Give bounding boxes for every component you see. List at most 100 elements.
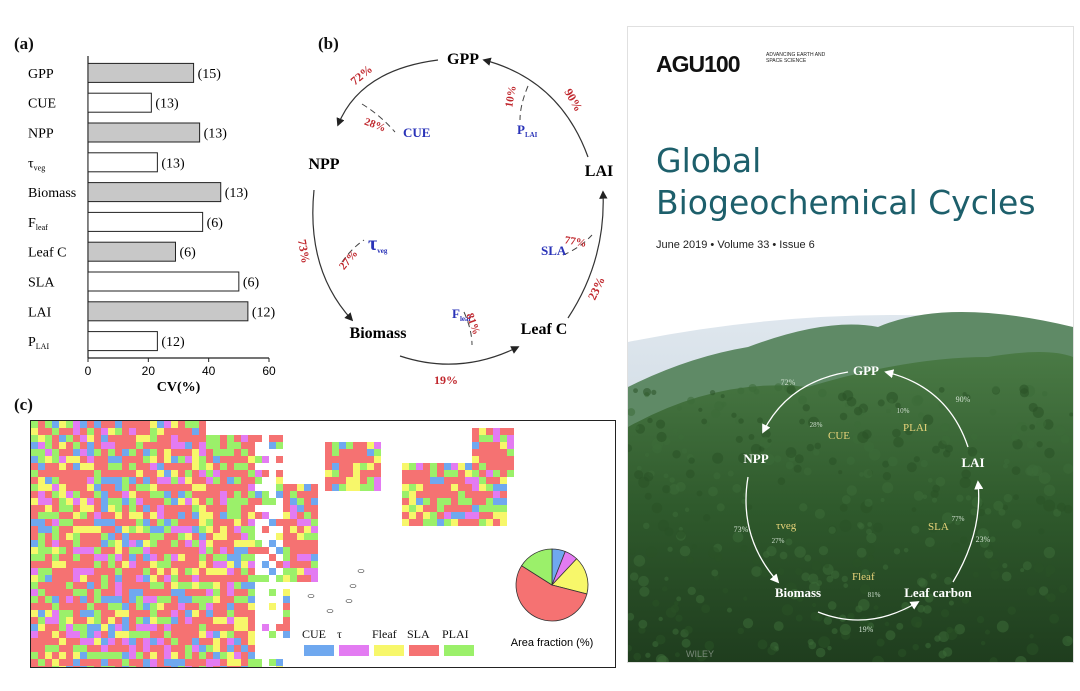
data-label-4: (13): [225, 186, 249, 201]
factor-3: SLA: [541, 243, 567, 258]
node-gpp: GPP: [447, 51, 479, 68]
cover-edge-3: [952, 480, 984, 583]
cover-edge-label-4: 90%: [956, 395, 971, 404]
legend-swatch-2: [374, 645, 404, 656]
map-grid: [31, 421, 514, 667]
factor-0: CUE: [403, 125, 430, 140]
cover-canopy-texture: [628, 381, 1073, 662]
factor-link-0: [361, 103, 396, 133]
bar-7: [87, 271, 240, 292]
category-label-4: Biomass: [28, 186, 76, 201]
category-label-1: CUE: [28, 97, 56, 112]
panel-label-a: (a): [14, 34, 34, 53]
bar-1: [87, 92, 152, 113]
panel-label-c: (c): [14, 395, 33, 414]
bar-4: [87, 182, 222, 203]
cover-edge-label-2: 19%: [859, 625, 874, 634]
bar-9: [87, 331, 158, 352]
cover-edge-1: [745, 476, 780, 584]
issue-info: June 2019 • Volume 33 • Issue 6: [656, 239, 815, 251]
category-label-9: PLAI: [28, 335, 49, 351]
cover-node-1: LAI: [961, 455, 984, 470]
cover-edge-2: [817, 601, 920, 621]
cover-factor-2: τveg: [776, 520, 797, 532]
cover-factor-label-0: 28%: [810, 421, 823, 429]
factor-link-3: [562, 234, 593, 256]
cover-factor-0: CUE: [828, 430, 850, 442]
factor-label-4: 81%: [463, 312, 482, 337]
legend-swatch-3: [409, 645, 439, 656]
category-label-7: SLA: [28, 276, 55, 291]
cover-node-3: Biomass: [775, 585, 821, 600]
agu-logo: AGU100: [656, 51, 740, 77]
factor-1: PLAI: [517, 122, 538, 139]
edge-arc-1: [312, 189, 354, 322]
bar-2: [87, 122, 201, 143]
edge-arc-2: [399, 346, 520, 365]
factor-link-4: [463, 311, 473, 346]
data-label-9: (12): [161, 335, 185, 350]
factor-4: Fleaf: [452, 306, 472, 323]
island-0: [357, 569, 365, 573]
data-label-1: (13): [155, 97, 179, 112]
node-lai: LAI: [585, 163, 613, 180]
x-axis-label: CV(%): [157, 380, 201, 395]
edge-label-2: 19%: [434, 373, 458, 387]
x-tick-label-0: 0: [85, 364, 92, 378]
journal-cover: GPP LAI Leaf carbon Biomass NPP 72% 73% 19% 23% 9…: [627, 26, 1074, 663]
data-label-7: (6): [243, 276, 260, 291]
node-biomass: Biomass: [350, 325, 407, 342]
cover-node-4: NPP: [743, 451, 768, 466]
legend-label-2: Fleaf: [372, 627, 397, 641]
data-label-2: (13): [204, 127, 228, 142]
factor-2: τveg: [368, 233, 388, 255]
factor-label-2: 27%: [337, 248, 360, 273]
data-label-8: (12): [252, 305, 276, 320]
factor-link-1: [519, 85, 529, 121]
cover-factor-label-3: 77%: [952, 515, 965, 523]
cover-forest: [628, 352, 1073, 662]
legend-label-3: SLA: [407, 627, 430, 641]
cover-edge-label-0: 72%: [781, 378, 796, 387]
cover-edge-0: [762, 371, 849, 434]
island-3: [326, 609, 334, 613]
legend-label-1: τ: [337, 627, 342, 641]
cover-factor-label-4: 81%: [868, 591, 881, 599]
cover-node-0: GPP: [853, 363, 879, 378]
map-cells: [31, 421, 514, 667]
factor-label-0: 28%: [363, 116, 388, 135]
node-leaf-c: Leaf C: [521, 321, 568, 338]
category-label-8: LAI: [28, 305, 52, 320]
data-label-6: (6): [179, 246, 196, 261]
category-label-2: NPP: [28, 127, 54, 142]
bar-0: [87, 62, 195, 83]
journal-title-line2: Biogeochemical Cycles: [656, 183, 1036, 222]
data-label-3: (13): [161, 156, 185, 171]
edge-label-0: 72%: [348, 62, 375, 88]
data-label-5: (6): [207, 216, 224, 231]
cover-art: GPP LAI Leaf carbon Biomass NPP 72% 73% 19% 23% 9…: [628, 312, 1073, 662]
category-label-6: Leaf C: [28, 246, 66, 261]
factor-label-1: 10%: [503, 85, 519, 109]
legend-label-0: CUE: [302, 627, 326, 641]
legend-swatch-4: [444, 645, 474, 656]
edge-arc-0: [336, 59, 439, 127]
node-npp: NPP: [308, 156, 339, 173]
cover-edge-label-3: 23%: [976, 535, 991, 544]
bar-8: [87, 301, 249, 322]
edge-arc-3: [567, 190, 608, 319]
x-tick-label-2: 40: [202, 364, 216, 378]
edge-label-1: 73%: [295, 238, 313, 264]
panel-label-b: (b): [318, 34, 339, 53]
data-label-0: (15): [198, 67, 222, 82]
legend-swatch-1: [339, 645, 369, 656]
bar-6: [87, 241, 176, 262]
island-1: [349, 584, 357, 588]
edge-arc-4: [482, 57, 589, 158]
cover-factor-4: Fleaf: [852, 571, 875, 583]
cover-factor-3: SLA: [928, 521, 949, 533]
publisher-logo: WILEY: [686, 649, 715, 659]
bar-5: [87, 211, 204, 232]
legend-swatch-0: [304, 645, 334, 656]
